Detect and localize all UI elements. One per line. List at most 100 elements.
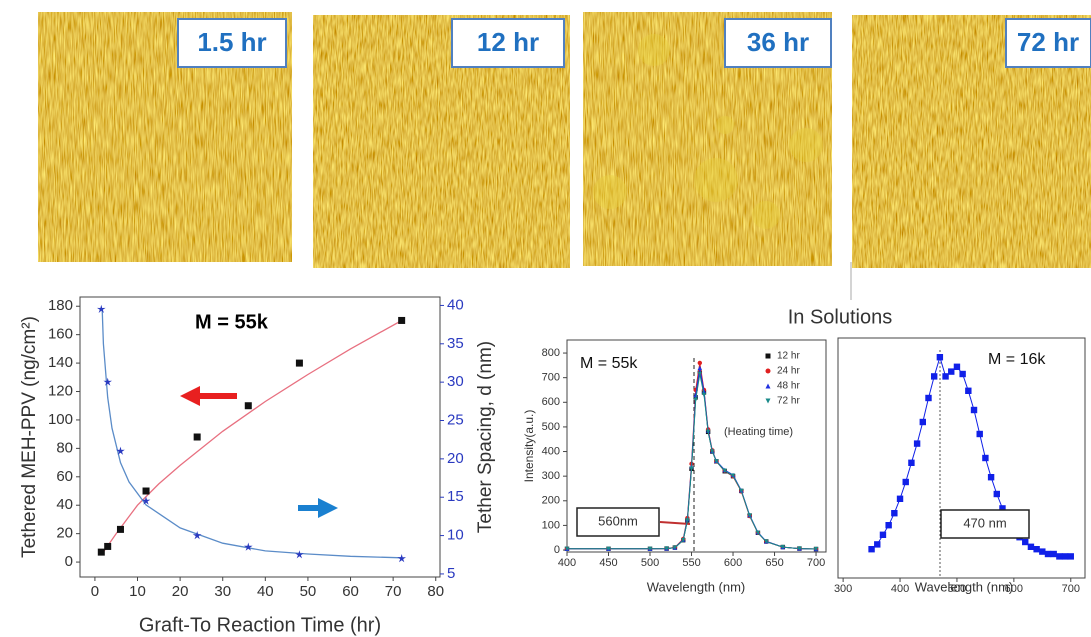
y-tick-label: 400 [542,445,560,457]
legend-label: 12 hr [777,351,800,362]
x-tick-label: 60 [342,583,359,600]
y2-tick-label: 5 [447,565,455,582]
y-tick-label: 200 [542,495,560,507]
marker [880,532,886,538]
annotation: M = 55k [195,311,269,333]
annotation: M = 16k [988,351,1046,368]
y-tick-label: 100 [542,519,560,531]
x-tick-label: 40 [257,583,274,600]
marker [1062,553,1068,559]
x-tick-label: 600 [724,557,742,569]
y-tick-label: 140 [48,354,73,371]
marker [908,460,914,466]
marker [959,371,965,377]
marker [1033,546,1039,552]
marker [931,373,937,379]
y-tick-label: 0 [65,553,73,570]
y-tick-label: 800 [542,347,560,359]
y2-tick-label: 10 [447,527,464,544]
marker [914,440,920,446]
legend-marker [766,354,771,359]
y2-tick-label: 20 [447,450,464,467]
marker [398,317,405,324]
marker [97,305,106,313]
marker [98,549,105,556]
marker [965,388,971,394]
marker [988,474,994,480]
marker [1068,553,1074,559]
x-tick-label: 20 [172,583,189,600]
figure: 1.5 hr 12 hr 36 hr 72 hr In Solutions 01… [0,0,1091,637]
marker [954,364,960,370]
y-tick-label: 180 [48,297,73,314]
y-tick-label: 300 [542,470,560,482]
marker [920,419,926,425]
x-tick-label: 700 [1062,583,1080,595]
marker [971,407,977,413]
marker [885,522,891,528]
marker [874,541,880,547]
y2-tick-label: 35 [447,335,464,352]
legend-label: 72 hr [777,396,800,407]
y-tick-label: 0 [554,544,560,556]
marker [1045,551,1051,557]
marker [103,378,112,386]
marker [143,488,150,495]
x-tick-label: 70 [385,583,402,600]
marker [977,431,983,437]
x-tick-label: 400 [558,557,576,569]
marker [982,455,988,461]
y2-tick-label: 40 [447,296,464,313]
annotation: 560nm [598,513,638,528]
y-tick-label: 80 [56,439,73,456]
y-axis-label: Tethered MEH-PPV (ng/cm²) [19,316,40,558]
x-tick-label: 400 [891,583,909,595]
y-tick-label: 160 [48,326,73,343]
page: 1.5 hr 12 hr 36 hr 72 hr In Solutions 01… [0,0,1091,637]
x-tick-label: 50 [300,583,317,600]
x-tick-label: 10 [129,583,146,600]
x-tick-label: 80 [427,583,444,600]
image-label: 12 hr [477,27,539,57]
legend-label: 24 hr [777,366,800,377]
marker [868,546,874,552]
spectra-title: In Solutions [788,306,893,328]
y-tick-label: 100 [48,411,73,428]
y-tick-label: 40 [56,496,73,513]
marker [698,366,702,370]
y-tick-label: 120 [48,382,73,399]
marker [245,402,252,409]
marker [117,526,124,533]
marker [948,368,954,374]
plot-frame [80,297,440,577]
annotation: M = 55k [580,355,638,372]
arrow-right [298,498,338,518]
x-tick-label: 0 [91,583,99,600]
marker [698,361,702,365]
marker [104,543,111,550]
marker [702,393,706,397]
x-tick-label: 450 [599,557,617,569]
image-label: 72 hr [1017,27,1079,57]
x-tick-label: 500 [641,557,659,569]
x-tick-label: 550 [682,557,700,569]
marker [891,510,897,516]
legend-label: 48 hr [777,381,800,392]
y2-tick-label: 25 [447,411,464,428]
marker [1056,553,1062,559]
series-line [101,321,401,556]
marker [925,395,931,401]
marker [903,479,909,485]
marker [897,496,903,502]
marker [994,491,1000,497]
y-tick-label: 20 [56,525,73,542]
marker [296,360,303,367]
y-tick-label: 700 [542,372,560,384]
series-line [102,309,402,558]
marker [1050,551,1056,557]
y-tick-label: 500 [542,421,560,433]
marker [937,354,943,360]
y-axis-label: Intensity(a.u.) [522,410,536,483]
image-label: 1.5 hr [197,27,266,57]
x-axis-label: Wavelength (nm) [915,579,1014,594]
